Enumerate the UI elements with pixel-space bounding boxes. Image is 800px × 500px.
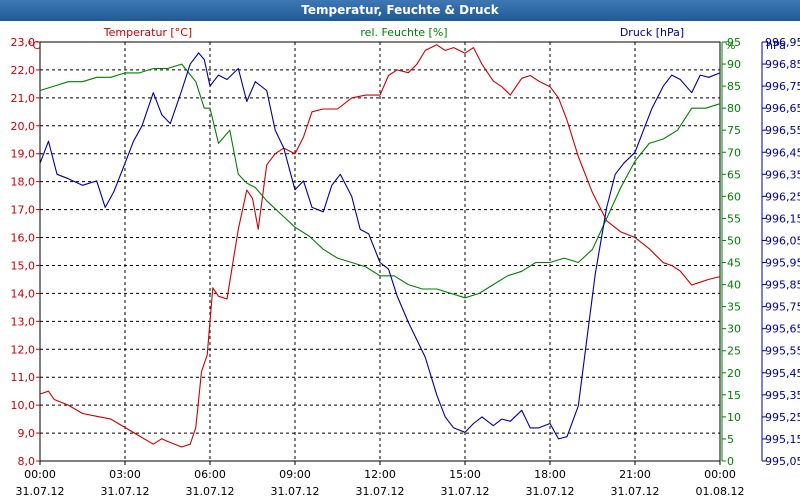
pressure-tick-label: 996,65 [765,102,800,115]
pressure-tick-label: 996,05 [765,234,800,247]
humidity-tick-label: 0 [727,455,734,468]
temperature-tick-label: 18,0 [11,176,36,189]
x-tick-time: 00:00 [24,468,56,481]
x-tick-date: 01.08.12 [696,485,745,498]
pressure-tick-label: 996,95 [765,36,800,49]
pressure-tick-label: 996,35 [765,168,800,181]
humidity-tick-label: 55 [727,212,741,225]
humidity-tick-label: 5 [727,433,734,446]
temperature-tick-label: 11,0 [11,371,36,384]
pressure-unit: hPa [766,39,786,52]
temperature-tick-label: 10,0 [11,399,36,412]
pressure-tick-label: 995,65 [765,323,800,336]
pressure-tick-label: 995,55 [765,345,800,358]
humidity-unit: % [725,39,735,52]
x-tick-time: 18:00 [534,468,566,481]
humidity-tick-label: 85 [727,80,741,93]
temperature-tick-label: 19,0 [11,148,36,161]
humidity-tick-label: 35 [727,301,741,314]
pressure-tick-label: 996,25 [765,190,800,203]
pressure-tick-label: 995,45 [765,367,800,380]
temperature-axis-label: Temperatur [°C] [103,26,192,39]
series-line-temperature [39,44,721,448]
x-tick-time: 09:00 [279,468,311,481]
humidity-tick-label: 25 [727,345,741,358]
temperature-tick-label: 16,0 [11,232,36,245]
x-tick-date: 31.07.12 [16,485,65,498]
pressure-tick-label: 995,95 [765,257,800,270]
pressure-axis-label: Druck [hPa] [620,26,684,39]
x-tick-date: 31.07.12 [441,485,490,498]
temperature-tick-label: 14,0 [11,287,36,300]
temperature-tick-label: 17,0 [11,204,36,217]
humidity-tick-label: 65 [727,168,741,181]
humidity-tick-label: 10 [727,411,741,424]
pressure-tick-label: 995,25 [765,411,800,424]
humidity-axis-label: rel. Feuchte [%] [360,26,447,39]
x-tick-date: 31.07.12 [526,485,575,498]
temperature-tick-label: 9,0 [18,427,36,440]
humidity-tick-label: 50 [727,234,741,247]
temperature-tick-label: 23,0 [11,36,36,49]
pressure-tick-label: 996,75 [765,80,800,93]
temperature-unit: °C [27,39,41,52]
humidity-tick-label: 45 [727,257,741,270]
x-tick-time: 15:00 [449,468,481,481]
pressure-tick-label: 995,35 [765,389,800,402]
humidity-tick-label: 70 [727,146,741,159]
humidity-tick-label: 80 [727,102,741,115]
pressure-tick-label: 996,85 [765,58,800,71]
x-tick-time: 03:00 [109,468,141,481]
x-tick-date: 31.07.12 [611,485,660,498]
temperature-tick-label: 8,0 [18,455,36,468]
pressure-tick-label: 995,85 [765,279,800,292]
series-line-pressure [39,52,721,440]
x-tick-time: 06:00 [194,468,226,481]
x-tick-time: 21:00 [619,468,651,481]
humidity-tick-label: 60 [727,190,741,203]
humidity-tick-label: 90 [727,58,741,71]
x-tick-date: 31.07.12 [101,485,150,498]
pressure-tick-label: 995,15 [765,433,800,446]
humidity-tick-label: 15 [727,389,741,402]
pressure-tick-label: 996,45 [765,146,800,159]
x-tick-date: 31.07.12 [271,485,320,498]
x-tick-date: 31.07.12 [356,485,405,498]
temperature-tick-label: 12,0 [11,343,36,356]
humidity-tick-label: 20 [727,367,741,380]
pressure-tick-label: 995,75 [765,301,800,314]
humidity-tick-label: 75 [727,124,741,137]
humidity-tick-label: 95 [727,36,741,49]
x-tick-time: 00:00 [704,468,736,481]
humidity-tick-label: 30 [727,323,741,336]
humidity-tick-label: 40 [727,279,741,292]
temperature-tick-label: 20,0 [11,120,36,133]
temperature-tick-label: 15,0 [11,259,36,272]
line-chart: 8,0 9,0 10,0 11,0 12,0 13,0 14,0 15,0 16,0 17,0 18… [11,26,800,498]
x-tick-time: 12:00 [364,468,396,481]
temperature-tick-label: 22,0 [11,64,36,77]
pressure-tick-label: 995,05 [765,455,800,468]
window-title: Temperatur, Feuchte & Druck [0,0,800,21]
temperature-tick-label: 13,0 [11,315,36,328]
pressure-tick-label: 996,15 [765,212,800,225]
series-line-humidity [39,63,721,299]
pressure-tick-label: 996,55 [765,124,800,137]
x-tick-date: 31.07.12 [186,485,235,498]
temperature-tick-label: 21,0 [11,92,36,105]
